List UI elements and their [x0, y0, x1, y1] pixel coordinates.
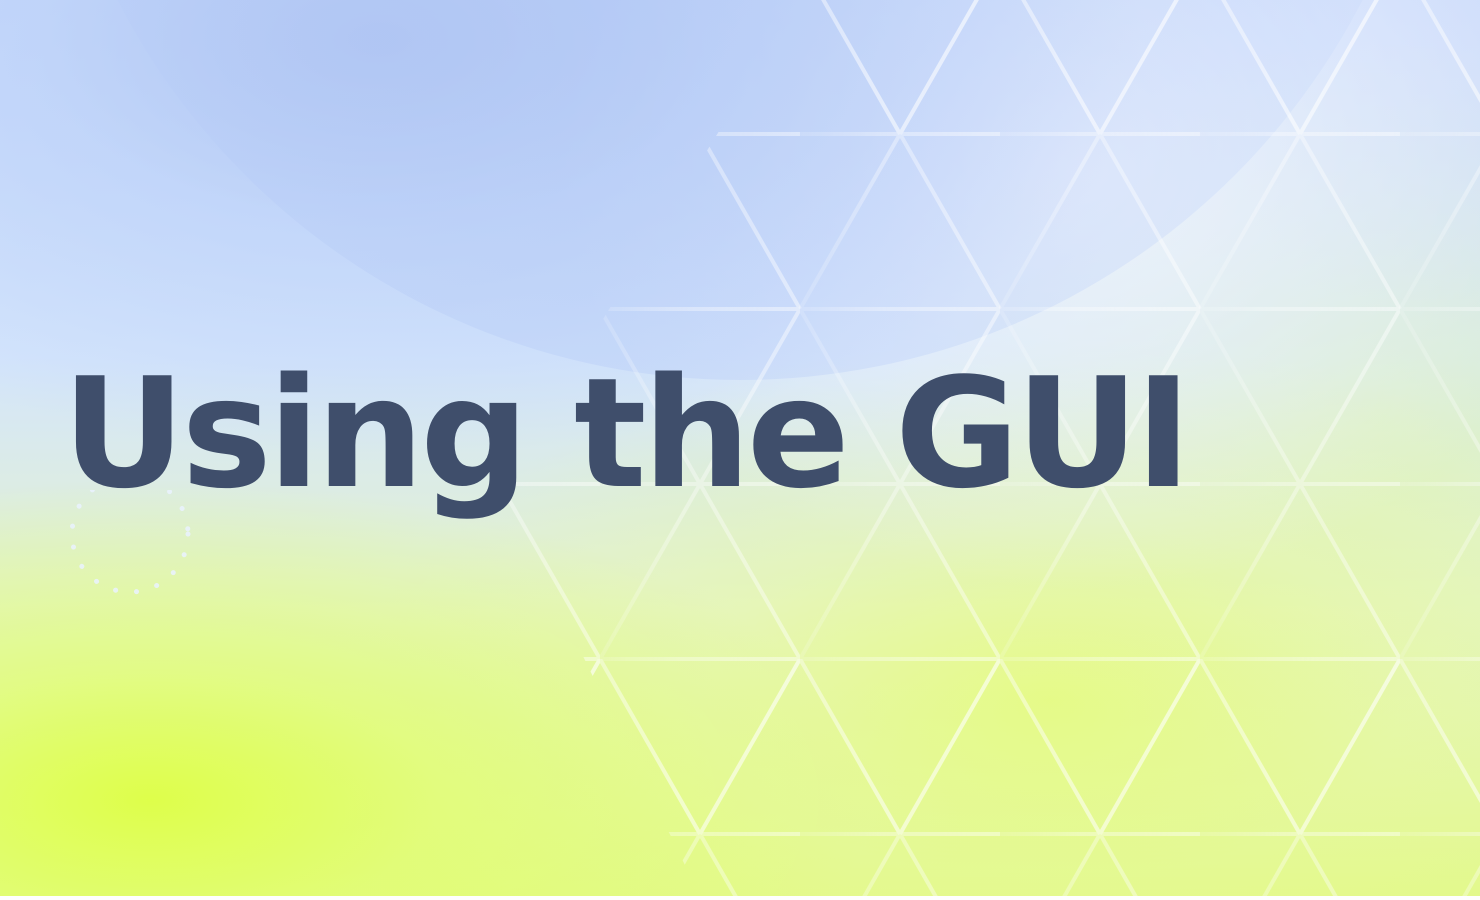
dotted-ring-decoration [69, 490, 191, 595]
page-title: Using the GUI [62, 345, 1192, 522]
